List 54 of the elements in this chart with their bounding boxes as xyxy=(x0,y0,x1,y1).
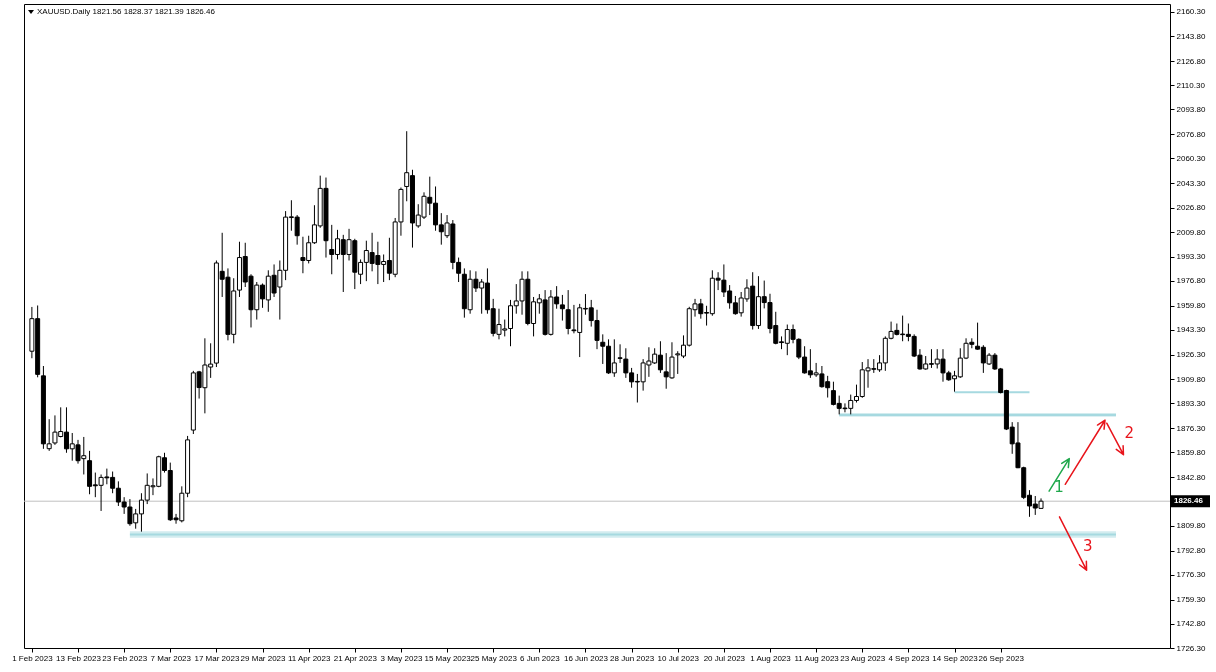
y-tick-label: 1726.30 xyxy=(1176,643,1206,653)
x-tick-label: 25 May 2023 xyxy=(470,653,518,663)
x-tick-label: 14 Sep 2023 xyxy=(932,653,979,663)
ref-line-label: 1826.46 xyxy=(1174,496,1204,506)
x-tick-label: 26 Sep 2023 xyxy=(978,653,1025,663)
x-tick-label: 13 Feb 2023 xyxy=(56,653,102,663)
x-tick-label: 10 Jul 2023 xyxy=(657,653,700,663)
x-tick-label: 15 May 2023 xyxy=(424,653,472,663)
y-tick-label: 1759.30 xyxy=(1176,595,1206,605)
y-tick-label: 2093.80 xyxy=(1176,104,1206,114)
y-tick-label: 2043.30 xyxy=(1176,178,1206,188)
candlestick xyxy=(565,289,571,335)
y-tick-label: 2060.30 xyxy=(1176,153,1206,163)
x-tick-label: 11 Aug 2023 xyxy=(794,653,840,663)
x-tick-label: 21 Apr 2023 xyxy=(333,653,378,663)
y-tick-label: 1809.80 xyxy=(1176,521,1206,531)
x-tick-label: 1 Feb 2023 xyxy=(12,653,54,663)
x-tick-label: 4 Sep 2023 xyxy=(888,653,930,663)
y-tick-label: 1993.30 xyxy=(1176,252,1206,262)
x-tick-label: 1 Aug 2023 xyxy=(750,653,792,663)
annotation: 1 xyxy=(1054,478,1064,497)
y-tick-label: 2126.80 xyxy=(1176,56,1206,66)
annotation: 2 xyxy=(1124,423,1135,442)
annotation: 3 xyxy=(1082,537,1093,556)
x-tick-label: 3 May 2023 xyxy=(380,653,423,663)
y-tick-label: 1909.80 xyxy=(1176,374,1206,384)
chart-title: XAUUSD.Daily 1821.56 1828.37 1821.39 1826.46 xyxy=(37,7,216,16)
x-tick-label: 28 Jun 2023 xyxy=(610,653,655,663)
y-tick-label: 2009.80 xyxy=(1176,227,1206,237)
y-tick-label: 1926.30 xyxy=(1176,350,1206,360)
y-tick-label: 1792.80 xyxy=(1176,546,1206,556)
y-tick-label: 2143.80 xyxy=(1176,31,1206,41)
x-tick-label: 16 Jun 2023 xyxy=(563,653,609,663)
y-tick-label: 1893.30 xyxy=(1176,398,1206,408)
y-tick-label: 1976.80 xyxy=(1176,276,1206,286)
y-tick-label: 1859.80 xyxy=(1176,447,1206,457)
y-tick-label: 2160.30 xyxy=(1176,7,1206,17)
x-tick-label: 6 Jun 2023 xyxy=(520,653,561,663)
y-tick-label: 1776.30 xyxy=(1176,570,1206,580)
y-tick-label: 1959.80 xyxy=(1176,301,1206,311)
x-tick-label: 29 Mar 2023 xyxy=(240,653,287,663)
y-tick-label: 1943.30 xyxy=(1176,325,1206,335)
y-tick-label: 1842.80 xyxy=(1176,472,1206,482)
y-tick-label: 1876.30 xyxy=(1176,423,1206,433)
x-tick-label: 11 Apr 2023 xyxy=(287,653,331,663)
y-tick-label: 2026.80 xyxy=(1176,203,1206,213)
x-tick-label: 20 Jul 2023 xyxy=(703,653,746,663)
y-tick-label: 1742.80 xyxy=(1176,619,1206,629)
x-tick-label: 23 Aug 2023 xyxy=(840,653,886,663)
x-tick-label: 7 Mar 2023 xyxy=(150,653,192,663)
y-tick-label: 2076.80 xyxy=(1176,129,1206,139)
x-tick-label: 23 Feb 2023 xyxy=(102,653,148,663)
y-tick-label: 2110.30 xyxy=(1176,80,1206,90)
x-tick-label: 17 Mar 2023 xyxy=(194,653,240,663)
